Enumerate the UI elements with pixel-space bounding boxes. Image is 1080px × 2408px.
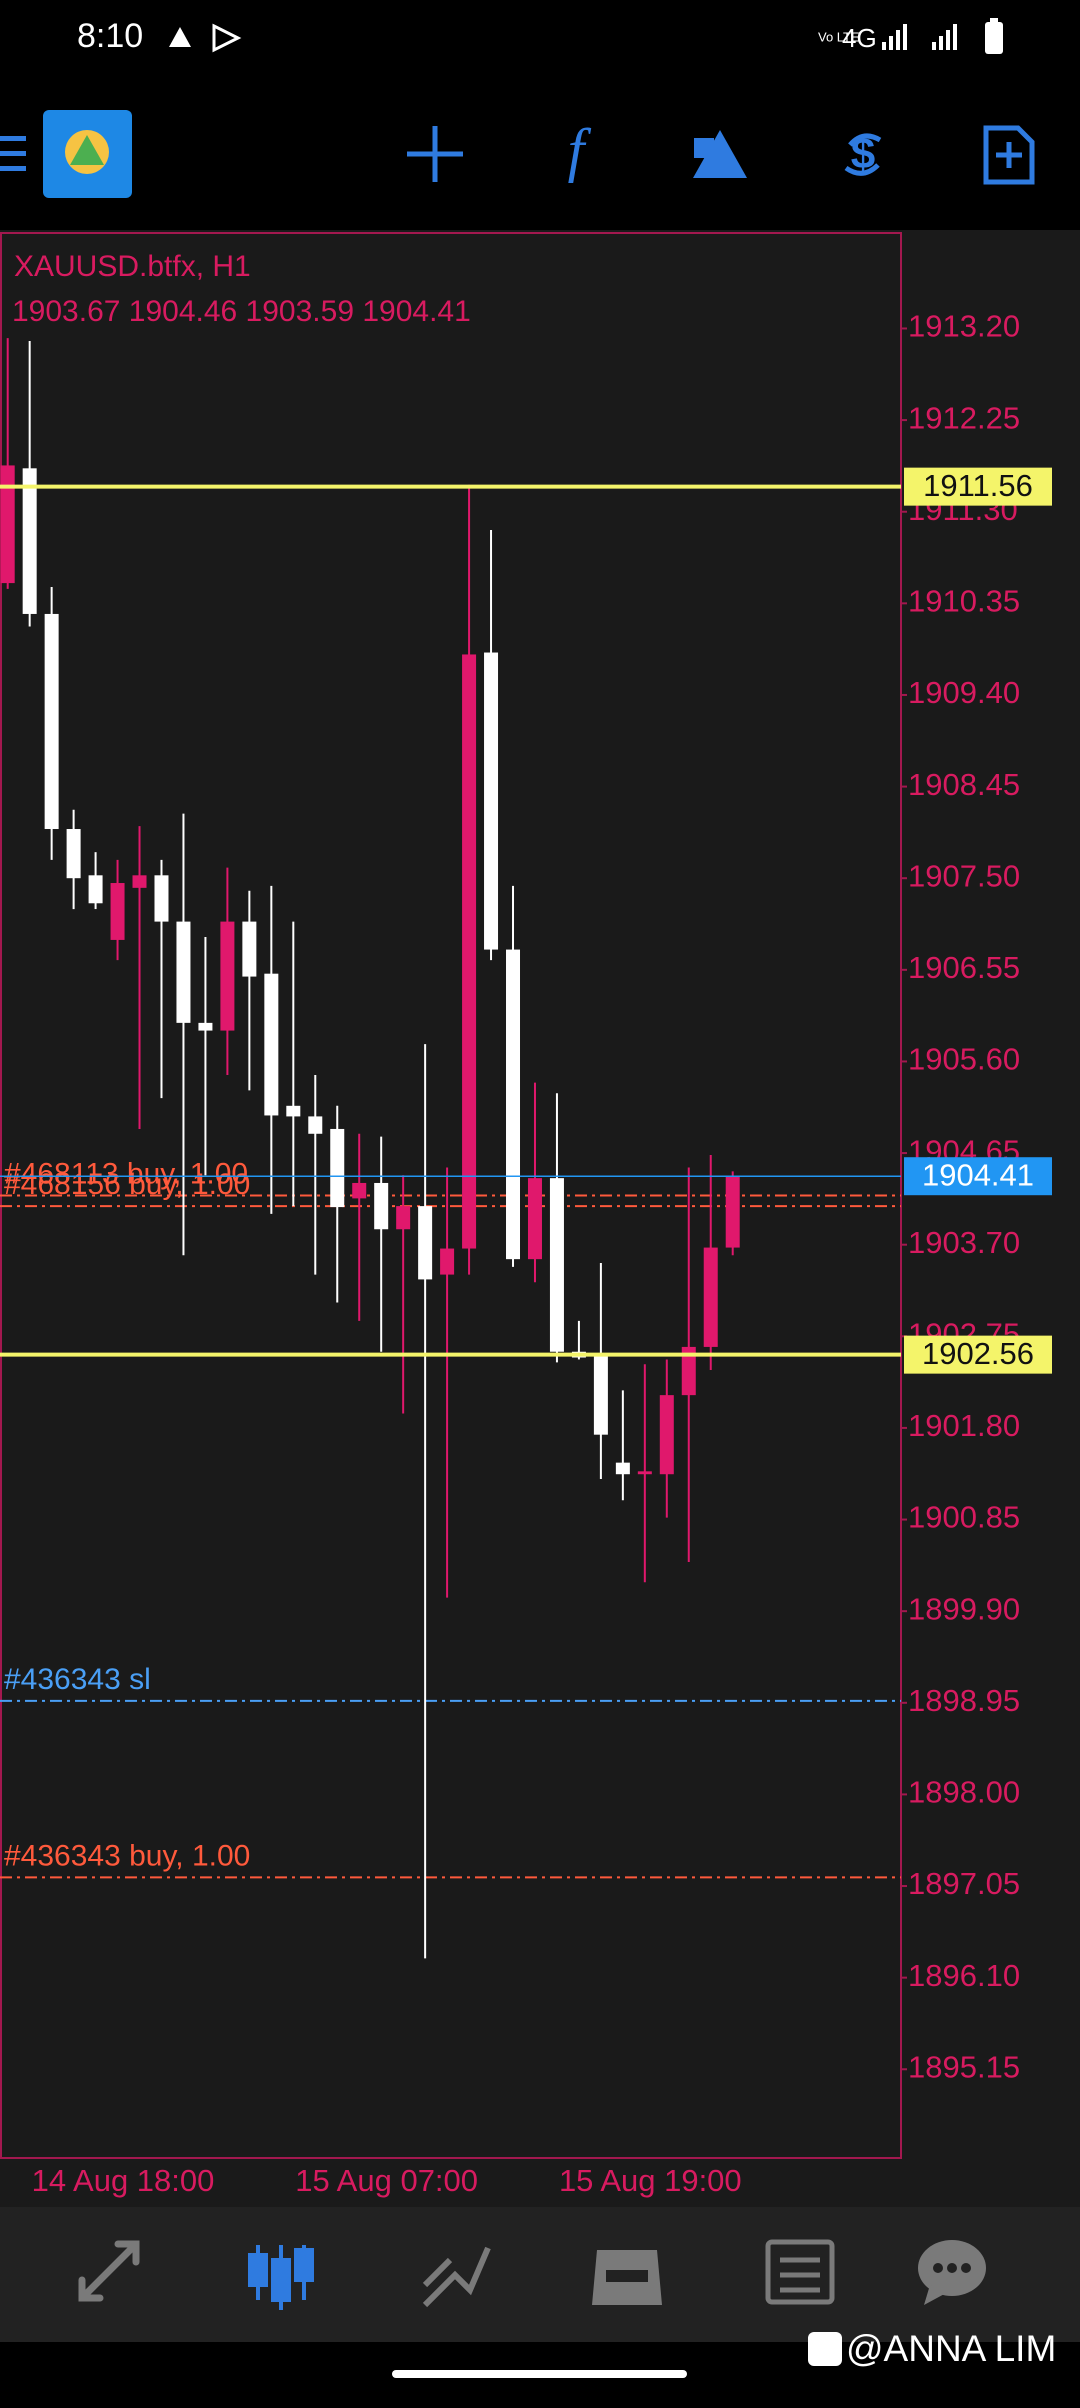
play-icon [212, 23, 242, 53]
history-tab[interactable] [592, 2250, 662, 2305]
watermark: @ANNA LIM [846, 2328, 1056, 2369]
y-tick-label: 1905.60 [908, 1042, 1020, 1077]
x-tick-label: 15 Aug 07:00 [295, 2163, 478, 2198]
y-tick-label: 1913.20 [908, 309, 1020, 344]
y-tick-label: 1900.85 [908, 1500, 1020, 1535]
y-tick-label: 1906.55 [908, 950, 1020, 985]
top-bars [0, 0, 1080, 230]
x-tick-label: 15 Aug 19:00 [559, 2163, 742, 2198]
y-tick-label: 1907.50 [908, 858, 1020, 893]
candle-body [0, 465, 15, 584]
candle-body [418, 1206, 433, 1280]
order-label: #468113 buy, 1.00 [4, 1157, 248, 1190]
quotes-tab[interactable] [78, 2240, 140, 2302]
candle-body [484, 652, 499, 950]
chart-title: XAUUSD.btfx, H1 [14, 250, 251, 283]
candle-body [176, 921, 191, 1023]
candle-body [374, 1182, 389, 1230]
candle-body [154, 875, 169, 922]
new-order-button[interactable] [983, 125, 1035, 185]
alert-icon [169, 27, 191, 47]
candle-body [88, 875, 103, 904]
chart-tab[interactable] [248, 2245, 314, 2310]
x-tick-label: 14 Aug 18:00 [32, 2163, 215, 2198]
news-tab[interactable] [765, 2239, 835, 2305]
candle-body [637, 1471, 652, 1475]
svg-text:$: $ [851, 130, 875, 179]
signal-icons [882, 18, 1003, 54]
chat-tab[interactable] [918, 2240, 986, 2305]
trade-button[interactable]: $ [844, 130, 882, 179]
candle-body [527, 1178, 542, 1260]
candle-body [242, 921, 257, 977]
order-label: #436343 sl [4, 1663, 151, 1696]
candle-body [549, 1178, 564, 1352]
y-tick-label: 1897.05 [908, 1866, 1020, 1901]
ohlc-readout: 1903.67 1904.46 1903.59 1904.41 [12, 295, 471, 328]
price-label-box [904, 467, 1052, 506]
status-time: 8:10 [77, 17, 143, 55]
y-tick-label: 1898.95 [908, 1683, 1020, 1718]
candle-body [462, 654, 477, 1249]
price-label: 1902.56 [922, 1336, 1034, 1371]
volte-icon: Vo LTE [818, 29, 860, 44]
candle-body [593, 1354, 608, 1435]
candle-body [396, 1206, 411, 1230]
candle-body [352, 1182, 367, 1199]
candle-body [725, 1176, 740, 1248]
candle-body [198, 1022, 213, 1031]
candle-body [330, 1128, 345, 1208]
candle-body [440, 1248, 455, 1275]
candle-body [264, 973, 279, 1116]
y-tick-label: 1912.25 [908, 400, 1020, 435]
candle-body [22, 468, 37, 614]
y-tick-label: 1898.00 [908, 1775, 1020, 1810]
candle-body [110, 883, 125, 940]
menu-button[interactable] [0, 136, 26, 171]
facebook-icon [808, 2332, 842, 2366]
price-label-box [904, 1335, 1052, 1374]
candle-body [703, 1247, 718, 1347]
network-type: 4G [842, 23, 877, 53]
price-label: 1904.41 [922, 1157, 1034, 1192]
objects-button[interactable] [693, 130, 747, 178]
order-label: #468156 buy, 1.00 [4, 1168, 250, 1201]
candle-body [506, 949, 521, 1260]
order-label: #436343 buy, 1.00 [4, 1839, 250, 1872]
price-label: 1911.56 [923, 468, 1033, 503]
y-tick-label: 1910.35 [908, 584, 1020, 619]
y-tick-label: 1909.40 [908, 675, 1020, 710]
home-indicator [392, 2370, 687, 2378]
crosshair-button[interactable] [407, 126, 463, 182]
candle-body [66, 829, 81, 879]
candle-body [615, 1462, 630, 1475]
candle-body [44, 613, 59, 830]
candle-body [659, 1395, 674, 1475]
price-label-box [904, 1157, 1052, 1196]
y-tick-label: 1899.90 [908, 1591, 1020, 1626]
candle-body [308, 1116, 323, 1134]
plot: 1913.201912.251911.301910.351909.401908.… [0, 309, 1052, 2198]
y-tick-label: 1903.70 [908, 1225, 1020, 1260]
y-tick-label: 1896.10 [908, 1958, 1020, 1993]
candle-body [681, 1346, 696, 1396]
trade-tab[interactable] [422, 2246, 491, 2308]
bottom-nav [0, 2207, 1080, 2342]
app-icon[interactable] [43, 110, 132, 198]
y-tick-label: 1908.45 [908, 767, 1020, 802]
candle-body [220, 921, 235, 1031]
y-tick-label: 1895.15 [908, 2049, 1020, 2084]
candle-body [132, 875, 147, 888]
y-tick-label: 1901.80 [908, 1408, 1020, 1443]
candle-body [286, 1105, 301, 1117]
